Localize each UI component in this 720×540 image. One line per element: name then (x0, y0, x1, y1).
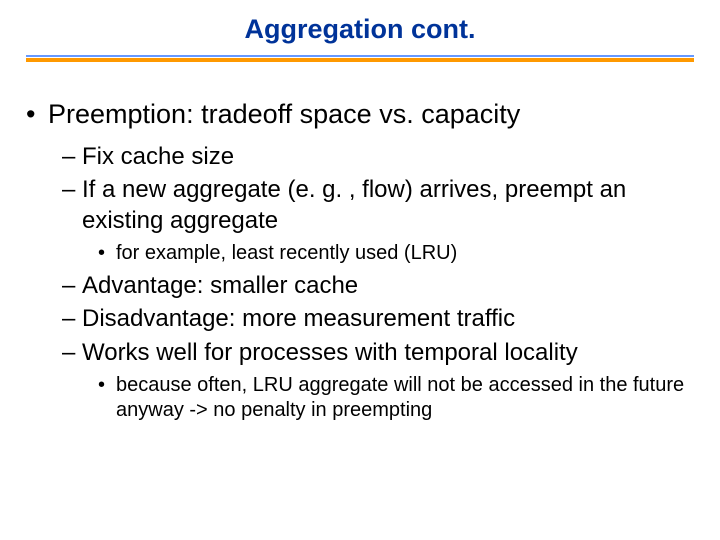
bullet-level-2: Disadvantage: more measurement traffic (62, 304, 694, 335)
bullet-level-3: because often, LRU aggregate will not be… (98, 373, 694, 424)
bullet-level-2: Advantage: smaller cache (62, 271, 694, 302)
bullet-level-2: Fix cache size (62, 142, 694, 173)
bullet-level-2: Works well for processes with temporal l… (62, 338, 694, 369)
slide-title: Aggregation cont. (26, 14, 694, 45)
slide-content: Preemption: tradeoff space vs. capacity … (26, 98, 694, 424)
bullet-level-1: Preemption: tradeoff space vs. capacity (26, 98, 694, 132)
bullet-level-2: If a new aggregate (e. g. , flow) arrive… (62, 175, 694, 236)
slide-container: Aggregation cont. Preemption: tradeoff s… (0, 0, 720, 540)
divider-bottom (26, 58, 694, 62)
divider-top (26, 55, 694, 57)
bullet-level-3: for example, least recently used (LRU) (98, 241, 694, 267)
